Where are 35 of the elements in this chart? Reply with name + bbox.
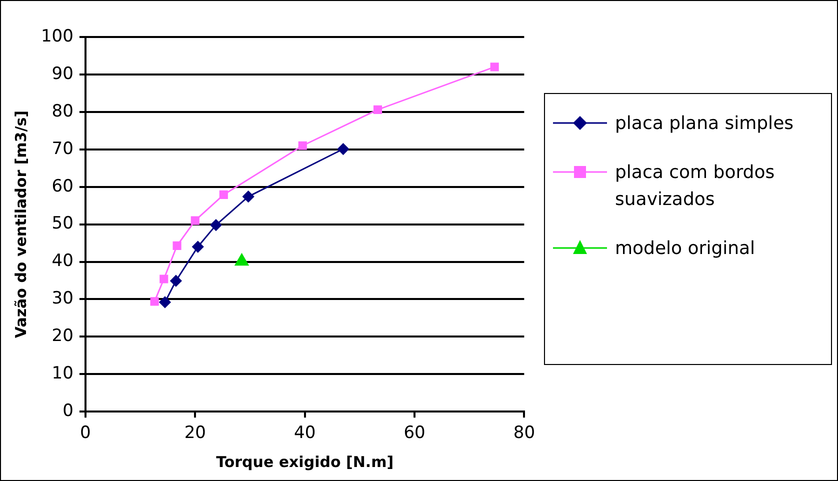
point — [298, 141, 307, 150]
point — [159, 296, 171, 308]
point — [172, 241, 182, 250]
y-tick-label: 20 — [52, 326, 74, 346]
point — [160, 274, 168, 284]
point — [210, 219, 222, 231]
point — [337, 143, 349, 155]
y-tick-label: 70 — [52, 138, 74, 159]
legend-label: modelo original — [615, 237, 756, 261]
point — [192, 241, 204, 253]
y-tick-label: 80 — [52, 101, 74, 122]
y-tick-label: 0 — [62, 401, 74, 422]
y-tick-label: 100 — [40, 26, 74, 46]
legend-label: placa plana simples — [615, 112, 794, 136]
y-tick-label: 10 — [52, 364, 74, 384]
x-tick-label: 20 — [184, 423, 206, 444]
point — [373, 105, 382, 114]
point — [242, 190, 254, 202]
x-tick-label: 80 — [513, 423, 536, 444]
point — [150, 297, 159, 306]
point — [490, 62, 499, 72]
x-tick-label: 0 — [80, 423, 91, 444]
x-tick-label: 60 — [404, 423, 426, 444]
y-tick-label: 30 — [52, 288, 74, 309]
x-tick-label: 40 — [294, 423, 316, 444]
y-tick-label: 90 — [52, 64, 74, 84]
y-tick-label: 50 — [52, 214, 74, 234]
legend-label: placa com bordos suavizados — [615, 161, 776, 212]
y-tick-label: 40 — [52, 251, 74, 272]
y-axis-title: Vazão do ventilador [m3/s] — [12, 110, 30, 338]
point — [219, 190, 228, 199]
point — [170, 275, 182, 287]
point — [190, 216, 200, 225]
x-axis-title: Torque exigido [N.m] — [216, 452, 394, 471]
y-tick-label: 60 — [52, 176, 74, 196]
